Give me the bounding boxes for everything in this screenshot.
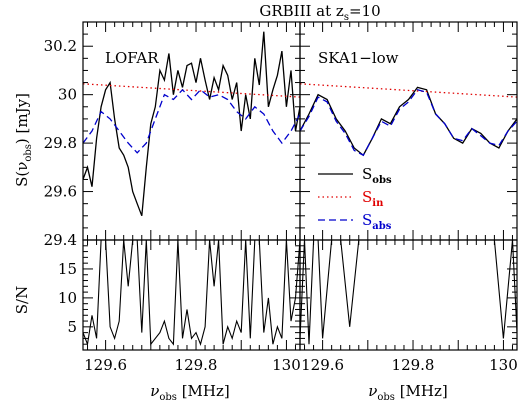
x-axis-label-right: νobs [MHz] [368, 382, 448, 403]
y-tick-label: 5 [67, 318, 77, 336]
x-tick-label: 130 [272, 356, 301, 374]
x-tick-label: 129.8 [392, 356, 435, 374]
y-tick-label: 29.4 [44, 231, 77, 249]
x-tick-label: 130 [489, 356, 518, 374]
series-s-n-line [83, 240, 300, 347]
panel-ska-flux [299, 21, 518, 241]
y-tick-label: 30 [58, 86, 77, 104]
y-axis-label-sn: S/N [13, 286, 31, 314]
series-s-n-line [300, 240, 517, 345]
panel-label-ska: SKA1−low [318, 49, 399, 67]
panel-ska-sn: 129.6 129.8 130 [299, 239, 518, 374]
legend-label-s-in: Sin [362, 188, 384, 209]
panel-lofar-flux: 29.4 29.6 29.8 30 30.2 [44, 21, 301, 249]
panel-frame [299, 239, 518, 351]
figure-title: GRBIII at zs=10 [259, 2, 380, 23]
panel-label-lofar: LOFAR [105, 49, 159, 67]
series-s-in-line [83, 83, 300, 98]
y-axis-label-flux: S(νobs) [mJy] [13, 93, 34, 187]
x-tick-label: 129.6 [84, 356, 127, 374]
y-tick-label: 15 [58, 260, 77, 278]
series-s-obs-line [83, 31, 300, 217]
y-tick-label: 29.6 [44, 183, 77, 201]
x-tick-label: 129.6 [301, 356, 344, 374]
y-tick-label: 29.8 [44, 134, 77, 152]
series-s-in-line [300, 83, 517, 98]
y-tick-label: 10 [58, 289, 77, 307]
panel-lofar-sn: 5 10 15 129.6 129.8 130 [58, 239, 301, 374]
x-tick-label: 129.8 [175, 356, 218, 374]
legend-label-s-obs: Sobs [362, 165, 392, 186]
legend: Sobs Sin Sabs [318, 165, 392, 232]
y-tick-label: 30.2 [44, 37, 77, 55]
legend-label-s-abs: Sabs [362, 211, 392, 232]
x-axis-label-left: νobs [MHz] [150, 382, 230, 403]
series-s-abs-line [83, 88, 300, 154]
series-s-abs-line [300, 89, 517, 157]
series-s-obs-line [300, 86, 517, 157]
